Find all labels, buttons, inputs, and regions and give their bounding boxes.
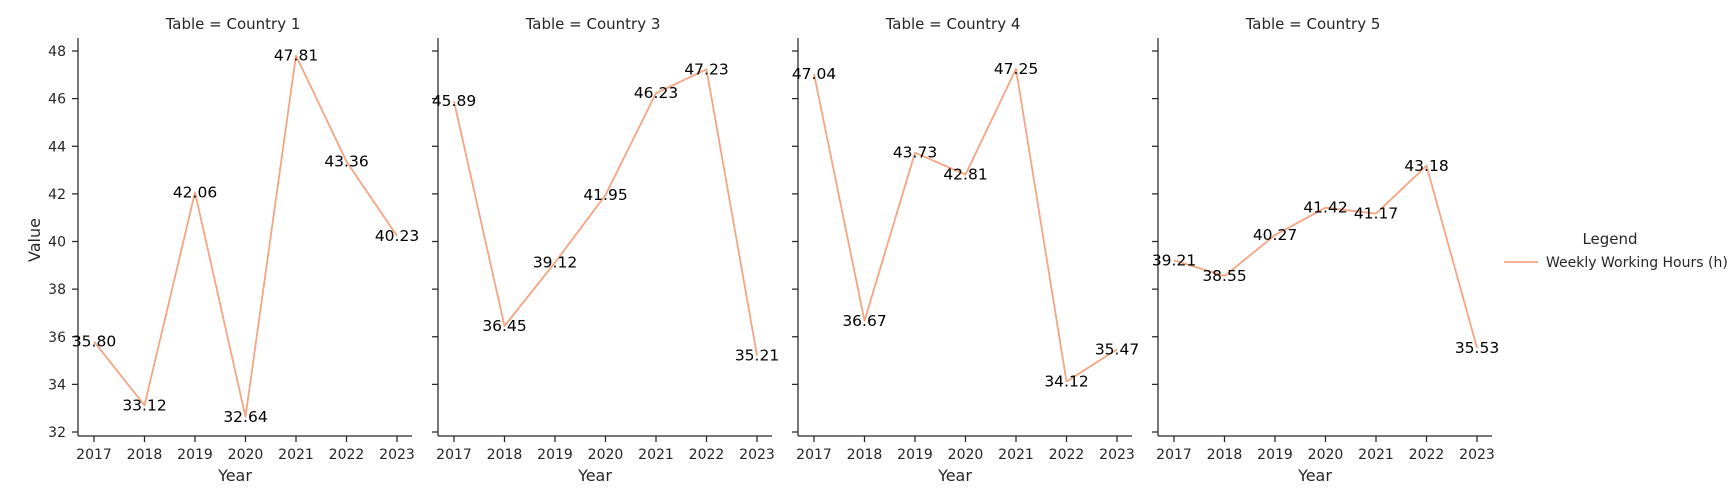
y-tick-label: 48	[48, 44, 66, 60]
x-tick-label: 2023	[379, 447, 415, 463]
x-tick-label: 2023	[739, 447, 775, 463]
x-axis-title: Year	[577, 466, 612, 485]
data-label: 47.25	[994, 60, 1038, 78]
y-tick-label: 32	[48, 425, 66, 441]
x-tick-label: 2022	[1049, 447, 1085, 463]
data-label: 35.80	[72, 333, 116, 351]
data-label: 40.23	[375, 227, 419, 245]
data-label: 42.06	[173, 183, 217, 201]
panel-title: Table = Country 1	[165, 15, 301, 33]
y-tick-label: 44	[48, 139, 66, 155]
data-label: 40.27	[1253, 226, 1297, 244]
x-tick-label: 2017	[436, 447, 472, 463]
data-label: 33.12	[122, 396, 166, 414]
x-tick-label: 2022	[689, 447, 725, 463]
y-axis-title: Value	[25, 218, 44, 262]
data-label: 47.81	[274, 47, 318, 65]
x-tick-label: 2018	[847, 447, 883, 463]
x-tick-label: 2020	[948, 447, 984, 463]
y-tick-label: 34	[48, 377, 66, 393]
series-line	[93, 54, 398, 418]
data-label: 42.81	[943, 166, 987, 184]
x-tick-label: 2021	[638, 447, 674, 463]
data-label: 35.53	[1455, 339, 1499, 357]
x-axis-title: Year	[937, 466, 972, 485]
x-tick-label: 2019	[537, 447, 573, 463]
y-tick-label: 40	[48, 235, 66, 251]
x-tick-label: 2018	[1207, 447, 1243, 463]
data-label: 43.18	[1404, 157, 1448, 175]
data-label: 32.64	[223, 408, 267, 426]
x-axis-title: Year	[217, 466, 252, 485]
y-tick-label: 36	[48, 330, 66, 346]
x-tick-label: 2021	[1358, 447, 1394, 463]
data-label: 39.12	[533, 253, 577, 271]
x-tick-label: 2019	[177, 447, 213, 463]
x-tick-label: 2017	[76, 447, 112, 463]
data-label: 36.67	[842, 312, 886, 330]
x-tick-label: 2021	[998, 447, 1034, 463]
x-axis-title: Year	[1297, 466, 1332, 485]
series-line	[453, 68, 758, 356]
x-tick-label: 2017	[796, 447, 832, 463]
data-label: 35.21	[735, 347, 779, 365]
x-tick-label: 2022	[1409, 447, 1445, 463]
x-tick-label: 2017	[1156, 447, 1192, 463]
legend-entry-label: Weekly Working Hours (h)	[1546, 255, 1728, 271]
series-line	[1173, 164, 1478, 349]
legend-title: Legend	[1582, 230, 1637, 248]
panel-title: Table = Country 4	[885, 15, 1021, 33]
x-tick-label: 2021	[278, 447, 314, 463]
series-line	[813, 67, 1118, 383]
data-label: 39.21	[1152, 251, 1196, 269]
data-label: 45.89	[432, 92, 476, 110]
x-tick-label: 2023	[1099, 447, 1135, 463]
x-tick-label: 2022	[329, 447, 365, 463]
data-label: 41.95	[583, 186, 627, 204]
data-label: 34.12	[1044, 373, 1088, 391]
y-tick-label: 46	[48, 92, 66, 108]
data-label: 47.04	[792, 65, 836, 83]
panel-title: Table = Country 3	[525, 15, 661, 33]
data-label: 36.45	[482, 317, 526, 335]
data-label: 41.17	[1354, 205, 1398, 223]
data-label: 47.23	[684, 60, 728, 78]
panel-title: Table = Country 5	[1245, 15, 1381, 33]
x-tick-label: 2018	[127, 447, 163, 463]
x-tick-label: 2020	[588, 447, 624, 463]
y-tick-label: 38	[48, 282, 66, 298]
x-tick-label: 2023	[1459, 447, 1495, 463]
x-tick-label: 2020	[1308, 447, 1344, 463]
x-tick-label: 2019	[1257, 447, 1293, 463]
y-tick-label: 42	[48, 187, 66, 203]
data-label: 35.47	[1095, 340, 1139, 358]
data-label: 38.55	[1202, 267, 1246, 285]
x-tick-label: 2018	[487, 447, 523, 463]
x-tick-label: 2020	[228, 447, 264, 463]
data-label: 43.36	[324, 152, 368, 170]
x-tick-label: 2019	[897, 447, 933, 463]
data-label: 41.42	[1303, 199, 1347, 217]
data-label: 46.23	[634, 84, 678, 102]
data-label: 43.73	[893, 144, 937, 162]
